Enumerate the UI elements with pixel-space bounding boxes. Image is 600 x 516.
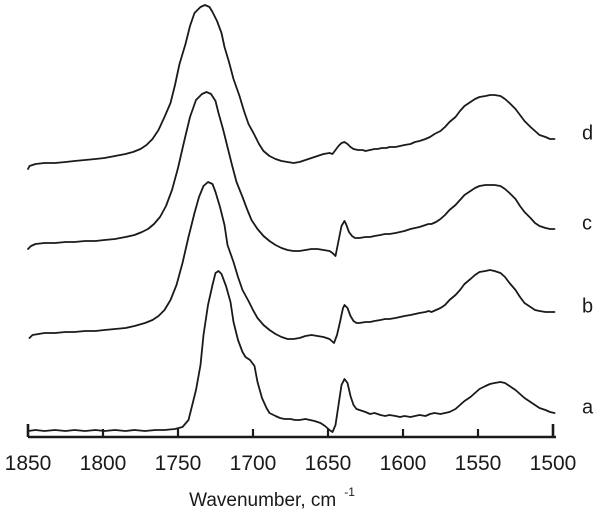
curve-label-a: a	[582, 396, 594, 418]
spectrum-curve-a	[27, 270, 556, 433]
curve-label-d: d	[582, 122, 593, 144]
curve-label-b: b	[582, 295, 593, 317]
curve-label-c: c	[582, 212, 592, 234]
x-axis-tick-label-1650: 1650	[305, 452, 352, 475]
x-axis-tick-label-1600: 1600	[380, 452, 427, 475]
spectrum-curve-d	[27, 4, 556, 170]
spectrum-curve-b	[28, 181, 556, 344]
spectrum-curve-c	[27, 91, 556, 257]
x-axis-tick-label-1850: 1850	[5, 452, 52, 475]
x-axis-tick-label-1800: 1800	[80, 452, 127, 475]
x-axis-tick-label-1550: 1550	[455, 452, 502, 475]
x-axis-tick-label-1750: 1750	[155, 452, 202, 475]
x-axis-tick-label-1500: 1500	[530, 452, 577, 475]
x-axis-title: Wavenumber, cm -1	[189, 485, 355, 511]
x-axis-title-superscript: -1	[344, 485, 355, 499]
x-axis-tick-label-1700: 1700	[230, 452, 277, 475]
